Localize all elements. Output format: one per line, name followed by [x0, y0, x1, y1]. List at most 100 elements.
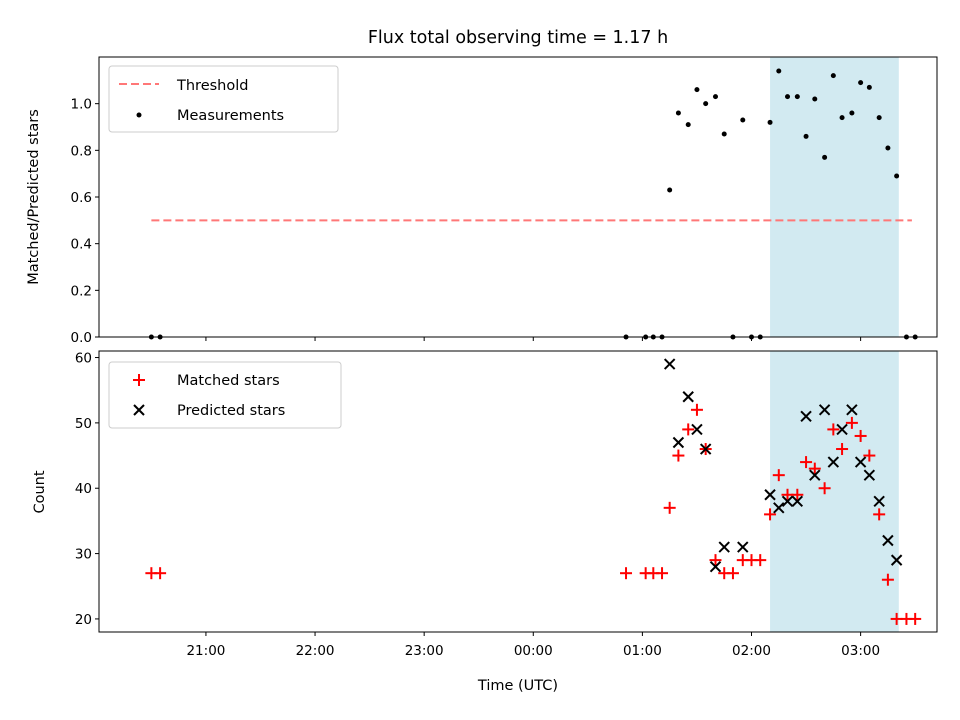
matched-stars-point	[672, 449, 685, 462]
measurements-point	[894, 173, 900, 179]
predicted-stars-point	[663, 358, 676, 370]
predicted-stars-point	[890, 554, 903, 566]
matched-stars-point	[754, 554, 767, 567]
measurements-point	[876, 115, 882, 121]
ratio-y-tick-label: 0.8	[71, 143, 92, 159]
measurements-point	[712, 94, 718, 100]
matched-stars-point	[726, 567, 739, 580]
matched-stars-point	[881, 573, 894, 586]
ratio-y-tick-label: 0.6	[71, 190, 92, 206]
matched-stars-point	[845, 416, 858, 429]
matched-stars-point	[709, 554, 722, 567]
measurements-point	[830, 73, 836, 79]
count-y-tick-label: 40	[75, 481, 92, 497]
predicted-stars-point	[863, 469, 876, 481]
legend-predicted-swatch	[133, 404, 145, 416]
measurements-point	[721, 131, 727, 137]
measurements-point	[794, 94, 800, 100]
predicted-stars-point	[718, 541, 730, 553]
measurements-point	[785, 94, 791, 100]
measurements-point	[703, 101, 709, 107]
measurements-point	[839, 115, 845, 121]
ratio-panel: 0.0 0.2 0.4 0.6 0.8 1.0 Matched/Predicted sta…	[26, 56, 938, 346]
matched-stars-point	[854, 429, 867, 442]
matched-stars-point	[836, 443, 849, 456]
legend-matched-swatch	[133, 374, 145, 386]
predicted-stars-point	[800, 410, 812, 423]
chart-title: Flux total observing time = 1.17 h	[368, 28, 668, 48]
measurements-point	[812, 96, 818, 102]
predicted-stars-point	[682, 391, 694, 403]
matched-stars-point	[772, 469, 785, 482]
predicted-stars-point	[737, 541, 749, 553]
count-y-tick-label: 30	[75, 547, 92, 563]
measurements-point	[803, 133, 809, 139]
ratio-legend: Threshold Measurements	[108, 65, 339, 133]
measurements-point	[694, 87, 700, 93]
matched-stars-point	[656, 567, 669, 580]
matched-stars-point	[808, 462, 821, 475]
legend-measurements-swatch	[136, 112, 142, 118]
measurements-point	[885, 145, 891, 151]
matched-stars-point	[663, 501, 676, 514]
predicted-stars-point	[691, 423, 703, 436]
legend-matched-label: Matched stars	[177, 373, 280, 389]
measurements-point	[667, 187, 673, 193]
x-tick-label: 21:00	[186, 643, 225, 659]
matched-stars-point	[620, 567, 633, 580]
x-tick-label: 01:00	[623, 643, 662, 659]
measurements-point	[675, 110, 681, 116]
x-tick-label: 03:00	[841, 643, 880, 659]
count-legend: Matched stars Predicted stars	[108, 361, 342, 429]
legend-measurements-label: Measurements	[177, 108, 284, 124]
measurements-point	[822, 154, 828, 160]
matched-stars-point	[873, 508, 886, 521]
matched-stars-point	[909, 612, 922, 625]
count-y-tick-label: 50	[75, 416, 92, 432]
legend-predicted-label: Predicted stars	[177, 403, 285, 419]
predicted-stars-point	[773, 502, 785, 514]
ratio-y-tick-label: 0.4	[71, 237, 92, 253]
predicted-stars-point	[672, 436, 685, 449]
measurements-point	[866, 84, 872, 90]
ratio-y-tick-label: 0.0	[71, 330, 92, 346]
ratio-y-tick-label: 1.0	[71, 97, 92, 113]
x-axis-label: Time (UTC)	[477, 678, 558, 694]
count-panel-frame	[98, 350, 938, 633]
count-y-tick-label: 20	[75, 612, 92, 628]
x-tick-label: 00:00	[514, 643, 553, 659]
x-tick-label: 22:00	[296, 643, 335, 659]
matched-stars-point	[800, 456, 813, 469]
predicted-stars-point	[699, 443, 712, 455]
ratio-highlight-span	[770, 57, 899, 337]
measurements-point	[740, 117, 746, 123]
matched-stars-point	[818, 482, 831, 495]
matched-stars-point	[154, 567, 167, 580]
count-panel: 20 30 40 50 60 21:00 22:00 23:00 00:00 01:00 02:0…	[32, 350, 938, 694]
count-highlight-span	[770, 351, 899, 632]
measurements-point	[685, 122, 691, 128]
predicted-stars-point	[846, 404, 858, 416]
matched-stars-point	[791, 488, 804, 501]
ratio-y-axis-label: Matched/Predicted stars	[26, 109, 42, 285]
legend-threshold-label: Threshold	[176, 78, 248, 94]
ratio-y-tick-label: 0.2	[71, 283, 92, 299]
predicted-stars-point	[827, 456, 840, 468]
predicted-stars-point	[818, 404, 831, 416]
predicted-stars-point	[836, 423, 848, 436]
matched-stars-point	[764, 508, 777, 521]
measurements-point	[858, 80, 864, 86]
predicted-stars-point	[809, 469, 821, 481]
predicted-stars-point	[781, 495, 794, 508]
count-y-axis-label: Count	[32, 470, 48, 513]
matched-stars-point	[682, 423, 695, 436]
predicted-stars-point	[882, 534, 894, 547]
matched-stars-point	[827, 423, 840, 436]
predicted-stars-point	[764, 489, 776, 501]
predicted-stars-point	[709, 560, 722, 573]
count-y-tick-label: 60	[75, 351, 92, 367]
predicted-stars-point	[854, 456, 867, 468]
matched-stars-point	[690, 403, 703, 416]
measurements-point	[776, 68, 782, 74]
